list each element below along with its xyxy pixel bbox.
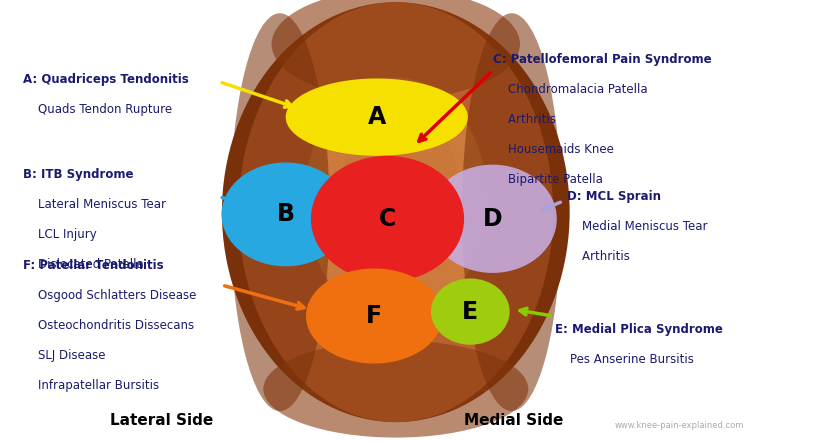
Text: Medial Side: Medial Side bbox=[463, 413, 562, 428]
Text: C: C bbox=[379, 207, 395, 231]
Ellipse shape bbox=[230, 13, 329, 411]
Text: C: Patellofemoral Pain Syndrome: C: Patellofemoral Pain Syndrome bbox=[492, 53, 710, 66]
Text: A: Quadriceps Tendonitis: A: Quadriceps Tendonitis bbox=[23, 73, 189, 86]
Text: Osgood Schlatters Disease: Osgood Schlatters Disease bbox=[23, 289, 196, 301]
Text: E: E bbox=[461, 300, 478, 324]
Ellipse shape bbox=[238, 2, 552, 422]
Text: SLJ Disease: SLJ Disease bbox=[23, 349, 106, 362]
Ellipse shape bbox=[263, 340, 528, 438]
Text: A: A bbox=[367, 105, 385, 129]
Text: Quads Tendon Rupture: Quads Tendon Rupture bbox=[23, 103, 172, 116]
Text: D: D bbox=[482, 207, 502, 231]
Text: Infrapatellar Bursitis: Infrapatellar Bursitis bbox=[23, 379, 159, 392]
Text: Medial Meniscus Tear: Medial Meniscus Tear bbox=[566, 220, 707, 233]
Ellipse shape bbox=[304, 77, 486, 320]
Ellipse shape bbox=[305, 268, 442, 363]
Text: Dislocated Patella: Dislocated Patella bbox=[23, 258, 144, 271]
Ellipse shape bbox=[311, 156, 464, 282]
Text: F: Patellar Tendonitis: F: Patellar Tendonitis bbox=[23, 259, 164, 271]
Ellipse shape bbox=[461, 13, 561, 411]
Text: Bipartite Patella: Bipartite Patella bbox=[492, 173, 602, 186]
Text: Chondromalacia Patella: Chondromalacia Patella bbox=[492, 83, 647, 96]
Text: LCL Injury: LCL Injury bbox=[23, 228, 97, 241]
Ellipse shape bbox=[285, 78, 467, 156]
Text: E: Medial Plica Syndrome: E: Medial Plica Syndrome bbox=[554, 323, 722, 335]
Ellipse shape bbox=[430, 278, 509, 345]
Text: Pes Anserine Bursitis: Pes Anserine Bursitis bbox=[554, 353, 693, 366]
Ellipse shape bbox=[428, 164, 556, 273]
Text: Arthritis: Arthritis bbox=[492, 113, 555, 126]
Text: Arthritis: Arthritis bbox=[566, 250, 629, 263]
Ellipse shape bbox=[222, 2, 569, 422]
Text: Lateral Meniscus Tear: Lateral Meniscus Tear bbox=[23, 198, 166, 211]
Text: B: ITB Syndrome: B: ITB Syndrome bbox=[23, 168, 133, 181]
Text: F: F bbox=[366, 304, 382, 328]
Ellipse shape bbox=[342, 115, 457, 248]
Ellipse shape bbox=[271, 0, 519, 99]
Text: www.knee-pain-explained.com: www.knee-pain-explained.com bbox=[614, 421, 743, 430]
Text: Housemaids Knee: Housemaids Knee bbox=[492, 143, 613, 156]
Text: D: MCL Sprain: D: MCL Sprain bbox=[566, 190, 661, 203]
Text: B: B bbox=[276, 202, 294, 226]
Ellipse shape bbox=[221, 162, 349, 266]
Text: Lateral Side: Lateral Side bbox=[110, 413, 213, 428]
Text: Osteochondritis Dissecans: Osteochondritis Dissecans bbox=[23, 319, 194, 332]
